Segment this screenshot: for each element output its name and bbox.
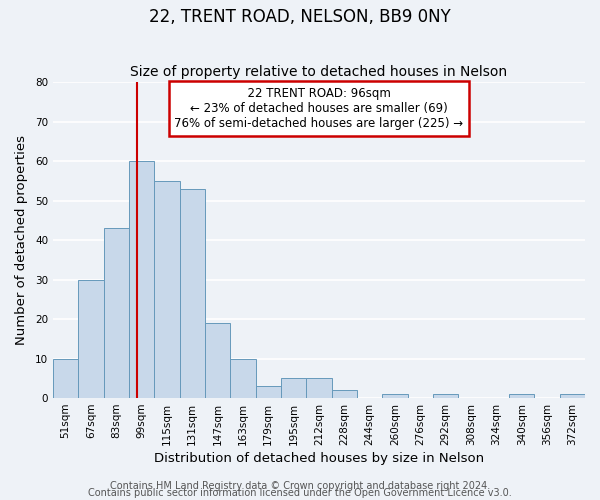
Bar [78, 280, 104, 398]
Bar [433, 394, 458, 398]
Bar [560, 394, 585, 398]
Bar [53, 358, 78, 398]
Text: Contains public sector information licensed under the Open Government Licence v3: Contains public sector information licen… [88, 488, 512, 498]
Bar [205, 323, 230, 398]
Bar [104, 228, 129, 398]
Text: Contains HM Land Registry data © Crown copyright and database right 2024.: Contains HM Land Registry data © Crown c… [110, 481, 490, 491]
Bar [179, 188, 205, 398]
Bar [154, 181, 179, 398]
Y-axis label: Number of detached properties: Number of detached properties [15, 135, 28, 345]
Bar [230, 358, 256, 398]
Text: 22 TRENT ROAD: 96sqm  
← 23% of detached houses are smaller (69)
76% of semi-det: 22 TRENT ROAD: 96sqm ← 23% of detached h… [175, 87, 464, 130]
Title: Size of property relative to detached houses in Nelson: Size of property relative to detached ho… [130, 66, 508, 80]
Bar [129, 161, 154, 398]
Bar [306, 378, 332, 398]
Bar [509, 394, 535, 398]
Bar [256, 386, 281, 398]
Text: 22, TRENT ROAD, NELSON, BB9 0NY: 22, TRENT ROAD, NELSON, BB9 0NY [149, 8, 451, 26]
X-axis label: Distribution of detached houses by size in Nelson: Distribution of detached houses by size … [154, 452, 484, 465]
Bar [332, 390, 357, 398]
Bar [382, 394, 407, 398]
Bar [281, 378, 306, 398]
